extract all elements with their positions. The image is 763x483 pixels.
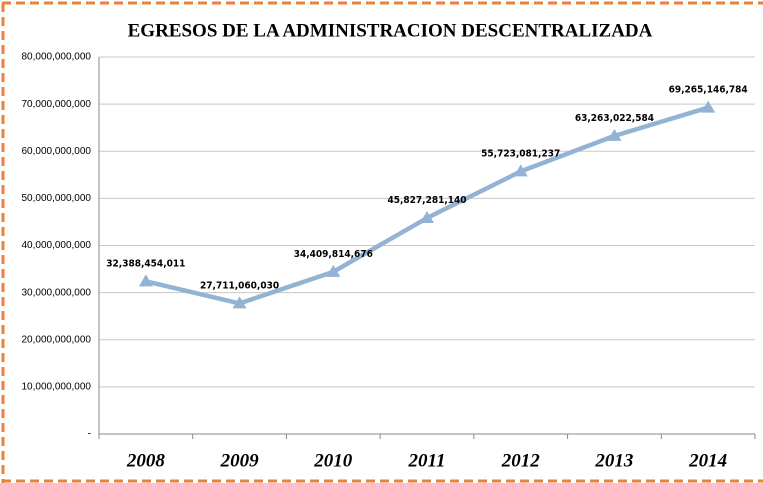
x-tick-label: 2011 — [408, 450, 446, 471]
y-tick-label: 40,000,000,000 — [21, 240, 91, 251]
data-label: 32,388,454,011 — [106, 258, 185, 269]
data-label: 55,723,081,237 — [481, 148, 560, 159]
marker — [701, 100, 716, 113]
marker — [420, 211, 434, 224]
marker — [326, 264, 341, 277]
marker — [607, 128, 622, 141]
marker — [138, 274, 153, 287]
y-tick-label: 10,000,000,000 — [21, 382, 91, 393]
x-tick-label: 2010 — [313, 450, 353, 471]
y-tick-label: 20,000,000,000 — [21, 334, 91, 345]
y-tick-label: 60,000,000,000 — [21, 146, 91, 157]
data-label: 63,263,022,584 — [575, 113, 654, 124]
marker — [232, 296, 247, 309]
y-tick-label: 30,000,000,000 — [21, 287, 91, 298]
y-tick-label: 70,000,000,000 — [21, 99, 91, 110]
data-label: 34,409,814,676 — [294, 249, 373, 260]
chart-title: EGRESOS DE LA ADMINISTRACION DESCENTRALI… — [128, 20, 653, 41]
x-tick-label: 2009 — [220, 450, 260, 471]
x-tick-label: 2013 — [594, 450, 633, 471]
x-tick-label: 2008 — [126, 450, 166, 471]
data-label: 45,827,281,140 — [387, 195, 466, 206]
x-tick-label: 2014 — [688, 450, 727, 471]
data-label: 69,265,146,784 — [669, 85, 748, 96]
x-tick-label: 2012 — [501, 450, 541, 471]
y-tick-label: 80,000,000,000 — [21, 52, 91, 63]
y-tick-label: 50,000,000,000 — [21, 193, 91, 204]
y-tick-label: - — [88, 429, 91, 440]
data-label: 27,711,060,030 — [200, 280, 279, 291]
marker — [513, 164, 528, 177]
